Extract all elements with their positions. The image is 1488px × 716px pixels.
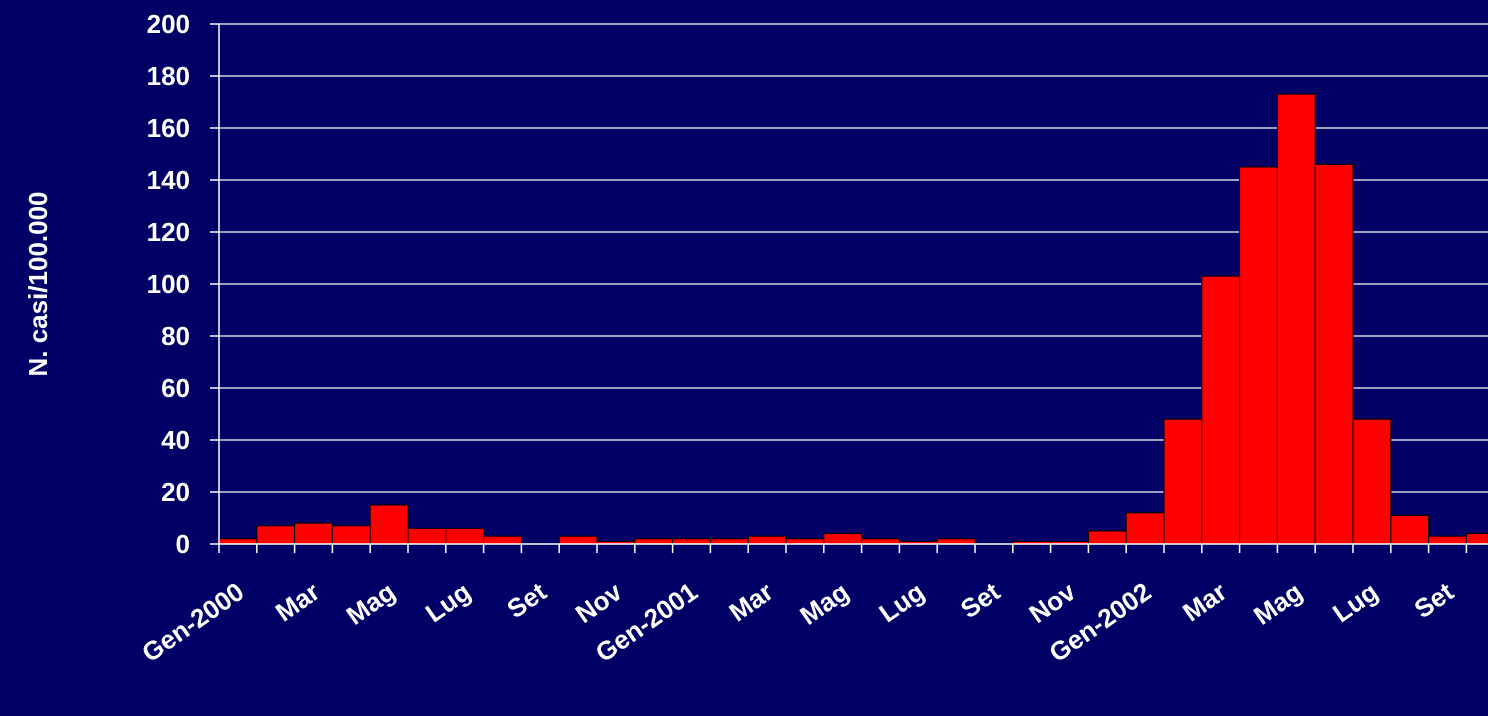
y-tick-labels: 0 20 40 60 80 100 120 140 160 180 200 — [147, 9, 190, 559]
x-tick-label: Gen-2000 — [136, 576, 249, 668]
bar — [936, 538, 976, 545]
x-tick-label: Nov — [570, 576, 628, 629]
y-tick-label: 40 — [161, 425, 190, 455]
bar — [407, 527, 447, 545]
bar — [634, 538, 674, 545]
bar — [445, 527, 485, 545]
x-tick-label: Set — [501, 576, 552, 624]
x-tick-label: Set — [955, 576, 1006, 624]
y-tick-label: 140 — [147, 165, 190, 195]
bar — [331, 525, 371, 545]
bar — [823, 533, 863, 545]
y-tick-label: 20 — [161, 477, 190, 507]
bar — [1125, 512, 1165, 545]
x-tick-label: Mag — [1248, 576, 1308, 630]
bar — [294, 522, 333, 545]
x-tick-label: Mar — [270, 576, 325, 627]
bar — [1390, 514, 1430, 545]
bar — [672, 538, 711, 545]
y-tick-label: 200 — [147, 9, 190, 39]
bar — [1276, 93, 1316, 545]
y-tick-label: 60 — [161, 373, 190, 403]
bar — [1428, 535, 1467, 545]
bar — [1314, 163, 1354, 545]
axes — [210, 23, 1488, 553]
bar — [558, 535, 598, 545]
bar — [256, 525, 296, 545]
y-tick-label: 0 — [176, 529, 190, 559]
bar — [483, 535, 522, 545]
x-tick-label: Mag — [341, 576, 401, 630]
bar — [861, 538, 900, 545]
bar — [218, 538, 258, 545]
bar — [709, 538, 749, 545]
bar — [1239, 166, 1278, 545]
gridlines — [219, 23, 1488, 493]
y-tick-label: 160 — [147, 113, 190, 143]
x-tick-label: Nov — [1023, 576, 1081, 629]
bar — [1465, 533, 1488, 545]
bar — [369, 504, 409, 545]
x-tick-label: Lug — [1327, 576, 1383, 628]
x-tick-label: Mag — [794, 576, 854, 630]
x-tick-label: Mar — [723, 576, 778, 627]
bar — [1163, 418, 1203, 545]
y-axis-title: N. casi/100.000 — [23, 191, 53, 376]
x-tick-label: Lug — [873, 576, 929, 628]
bar — [785, 538, 825, 545]
y-tick-label: 180 — [147, 61, 190, 91]
bar — [747, 535, 787, 545]
bar — [1352, 418, 1392, 545]
x-tick-label: Mar — [1177, 576, 1232, 627]
y-tick-label: 100 — [147, 269, 190, 299]
y-tick-label: 80 — [161, 321, 190, 351]
y-tick-label: 120 — [147, 217, 190, 247]
x-tick-label: Lug — [420, 576, 476, 628]
bar — [1087, 530, 1127, 545]
x-tick-label: Set — [1409, 576, 1460, 624]
bars — [218, 93, 1488, 545]
bar — [1201, 275, 1241, 545]
